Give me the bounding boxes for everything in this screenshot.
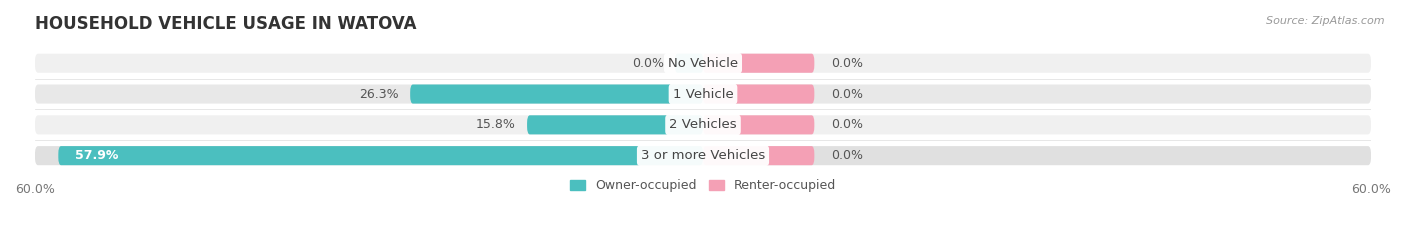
FancyBboxPatch shape xyxy=(703,54,814,73)
FancyBboxPatch shape xyxy=(35,146,1371,165)
FancyBboxPatch shape xyxy=(35,115,1371,134)
FancyBboxPatch shape xyxy=(703,146,814,165)
FancyBboxPatch shape xyxy=(411,84,703,104)
Text: No Vehicle: No Vehicle xyxy=(668,57,738,70)
Text: 26.3%: 26.3% xyxy=(360,88,399,101)
Text: Source: ZipAtlas.com: Source: ZipAtlas.com xyxy=(1267,16,1385,26)
Text: 0.0%: 0.0% xyxy=(831,57,863,70)
FancyBboxPatch shape xyxy=(703,84,814,104)
FancyBboxPatch shape xyxy=(527,115,703,134)
FancyBboxPatch shape xyxy=(35,84,1371,104)
Text: HOUSEHOLD VEHICLE USAGE IN WATOVA: HOUSEHOLD VEHICLE USAGE IN WATOVA xyxy=(35,15,416,33)
FancyBboxPatch shape xyxy=(35,54,1371,73)
FancyBboxPatch shape xyxy=(703,115,814,134)
Legend: Owner-occupied, Renter-occupied: Owner-occupied, Renter-occupied xyxy=(565,175,841,197)
Text: 15.8%: 15.8% xyxy=(477,118,516,131)
Text: 0.0%: 0.0% xyxy=(633,57,664,70)
Text: 3 or more Vehicles: 3 or more Vehicles xyxy=(641,149,765,162)
FancyBboxPatch shape xyxy=(675,54,703,73)
Text: 2 Vehicles: 2 Vehicles xyxy=(669,118,737,131)
Text: 57.9%: 57.9% xyxy=(75,149,118,162)
FancyBboxPatch shape xyxy=(58,146,703,165)
Text: 0.0%: 0.0% xyxy=(831,88,863,101)
Text: 0.0%: 0.0% xyxy=(831,149,863,162)
Text: 0.0%: 0.0% xyxy=(831,118,863,131)
Text: 1 Vehicle: 1 Vehicle xyxy=(672,88,734,101)
